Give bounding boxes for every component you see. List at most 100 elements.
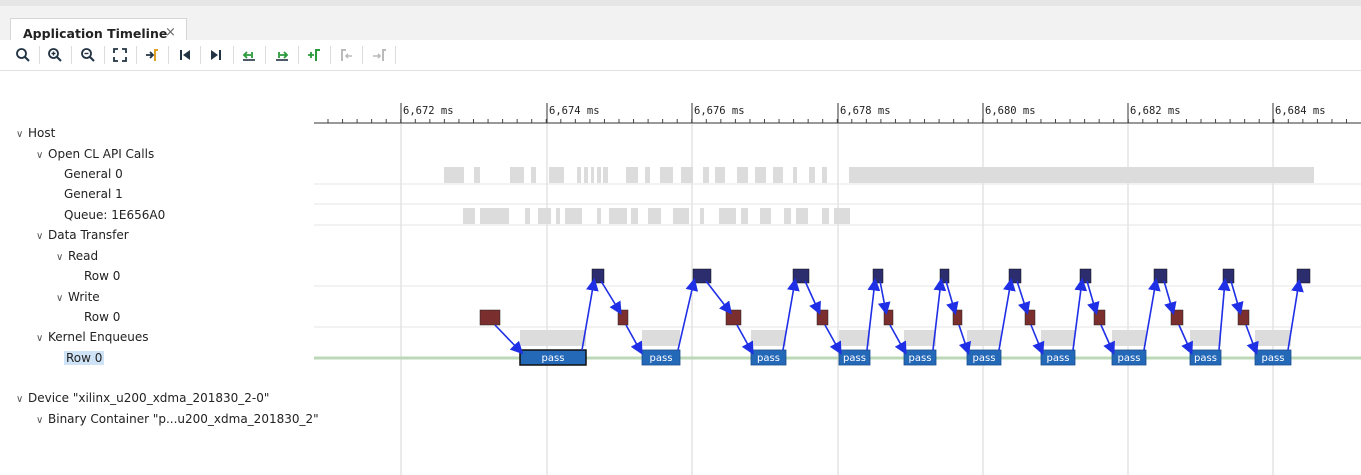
dependency-arrow bbox=[945, 280, 959, 316]
tree-row-label: General 1 bbox=[64, 187, 123, 201]
api-call-block bbox=[631, 208, 638, 224]
write-transfer-block bbox=[952, 309, 963, 326]
api-call-block bbox=[755, 167, 766, 183]
api-call-block bbox=[603, 167, 608, 183]
kernel-enqueue-block bbox=[520, 330, 586, 346]
search-icon[interactable] bbox=[12, 45, 34, 65]
dependency-arrow bbox=[958, 324, 972, 356]
chevron-down-icon[interactable]: ∨ bbox=[36, 415, 44, 426]
go-to-end-icon[interactable] bbox=[205, 45, 227, 65]
next-transition-icon[interactable] bbox=[271, 45, 293, 65]
dependency-arrow bbox=[1030, 324, 1045, 355]
chevron-down-icon[interactable]: ∨ bbox=[56, 293, 64, 304]
api-call-block bbox=[681, 167, 693, 183]
kernel-pass-block bbox=[1111, 349, 1147, 366]
api-call-block bbox=[784, 208, 791, 224]
ruler-tick-label: 6,676 ms bbox=[694, 105, 745, 117]
api-call-block bbox=[793, 167, 797, 183]
tree-row[interactable]: Row 0 bbox=[76, 266, 120, 286]
tree-row-label: Kernel Enqueues bbox=[48, 330, 149, 344]
chevron-down-icon[interactable]: ∨ bbox=[16, 394, 24, 405]
zoom-in-icon[interactable] bbox=[44, 45, 66, 65]
kernel-pass-label: pass bbox=[1194, 353, 1217, 364]
kernel-enqueue-block bbox=[904, 330, 936, 346]
tree-row[interactable]: General 0 bbox=[56, 164, 123, 184]
api-call-block bbox=[565, 208, 582, 224]
tree-row-label: Row 0 bbox=[64, 351, 105, 365]
close-icon[interactable]: × bbox=[165, 25, 176, 40]
kernel-pass-label: pass bbox=[909, 353, 932, 364]
zoom-out-icon[interactable] bbox=[77, 45, 99, 65]
api-call-block bbox=[773, 167, 783, 183]
tree-row-label: Data Transfer bbox=[48, 228, 129, 242]
kernel-pass-label: pass bbox=[1262, 353, 1285, 364]
previous-marker-icon[interactable] bbox=[335, 45, 357, 65]
zoom-fit-icon[interactable] bbox=[109, 45, 131, 65]
tree-row-label: Row 0 bbox=[84, 310, 121, 324]
chevron-down-icon[interactable]: ∨ bbox=[16, 129, 24, 140]
tree-row[interactable]: General 1 bbox=[56, 184, 123, 204]
kernel-enqueue-block bbox=[839, 330, 870, 346]
api-call-block bbox=[531, 167, 536, 183]
write-transfer-block bbox=[816, 309, 829, 326]
window-top-border bbox=[0, 0, 1361, 6]
read-transfer-block bbox=[591, 268, 605, 284]
tree-row[interactable]: ∨ Write bbox=[56, 287, 100, 307]
tree-row-label: Queue: 1E656A0 bbox=[64, 208, 166, 222]
dependency-arrow bbox=[1163, 280, 1177, 316]
kernel-pass-block bbox=[966, 349, 1002, 366]
dependency-arrow bbox=[1143, 277, 1161, 351]
dependency-arrow bbox=[1072, 277, 1088, 351]
kernel-pass-label: pass bbox=[650, 353, 673, 364]
tree-row-label: General 0 bbox=[64, 167, 123, 181]
tree-row-label: Write bbox=[68, 290, 100, 304]
api-call-block bbox=[809, 167, 815, 183]
api-call-block bbox=[737, 167, 748, 183]
kernel-pass-block bbox=[519, 349, 587, 366]
go-to-marker-icon[interactable] bbox=[141, 45, 163, 65]
kernel-enqueue-block bbox=[1190, 330, 1221, 346]
write-transfer-block bbox=[1237, 309, 1250, 326]
tree-row[interactable]: Row 0 bbox=[56, 348, 105, 368]
add-marker-icon[interactable] bbox=[303, 45, 325, 65]
tree-row[interactable]: ∨ Kernel Enqueues bbox=[36, 327, 149, 347]
ruler-tick-label: 6,684 ms bbox=[1275, 105, 1326, 117]
write-transfer-block bbox=[1024, 309, 1036, 326]
api-call-block bbox=[597, 167, 601, 183]
api-call-block bbox=[510, 167, 524, 183]
tree-row[interactable]: ∨ Device "xilinx_u200_xdma_201830_2-0" bbox=[16, 388, 269, 408]
tree-row[interactable]: Row 0 bbox=[76, 307, 120, 327]
go-to-start-icon[interactable] bbox=[174, 45, 196, 65]
tree-row[interactable]: ∨ Data Transfer bbox=[36, 225, 129, 245]
dependency-arrow bbox=[998, 277, 1016, 351]
dependency-arrow bbox=[494, 324, 524, 355]
dependency-arrow bbox=[677, 277, 699, 351]
tree-row[interactable]: Queue: 1E656A0 bbox=[56, 205, 165, 225]
api-call-block bbox=[796, 208, 808, 224]
tree-row-label: Device "xilinx_u200_xdma_201830_2-0" bbox=[28, 391, 270, 405]
api-call-block bbox=[584, 167, 588, 183]
read-transfer-block bbox=[1153, 268, 1168, 284]
tree-row-label: Binary Container "p...u200_xdma_201830_2… bbox=[48, 412, 319, 426]
tree-row[interactable]: ∨ Host bbox=[16, 123, 55, 143]
tree-row[interactable]: ∨ Open CL API Calls bbox=[36, 144, 154, 164]
write-transfer-block bbox=[883, 309, 894, 326]
api-call-block bbox=[719, 208, 736, 224]
chevron-down-icon[interactable]: ∨ bbox=[56, 252, 64, 263]
read-transfer-block bbox=[792, 268, 810, 284]
chevron-down-icon[interactable]: ∨ bbox=[36, 150, 44, 161]
tree-row[interactable]: ∨ Read bbox=[56, 246, 98, 266]
api-call-block bbox=[645, 167, 650, 183]
next-marker-icon[interactable] bbox=[368, 45, 390, 65]
previous-transition-icon[interactable] bbox=[238, 45, 260, 65]
kernel-pass-label: pass bbox=[1047, 353, 1070, 364]
api-call-block bbox=[480, 208, 509, 224]
kernel-pass-block bbox=[903, 349, 937, 366]
chevron-down-icon[interactable]: ∨ bbox=[36, 231, 44, 242]
dependency-arrow bbox=[1178, 324, 1193, 355]
ruler-tick-label: 6,680 ms bbox=[985, 105, 1036, 117]
chevron-down-icon[interactable]: ∨ bbox=[36, 333, 44, 344]
tree-row[interactable]: ∨ Binary Container "p...u200_xdma_201830_… bbox=[36, 409, 319, 429]
tree-row-label: Host bbox=[28, 126, 56, 140]
